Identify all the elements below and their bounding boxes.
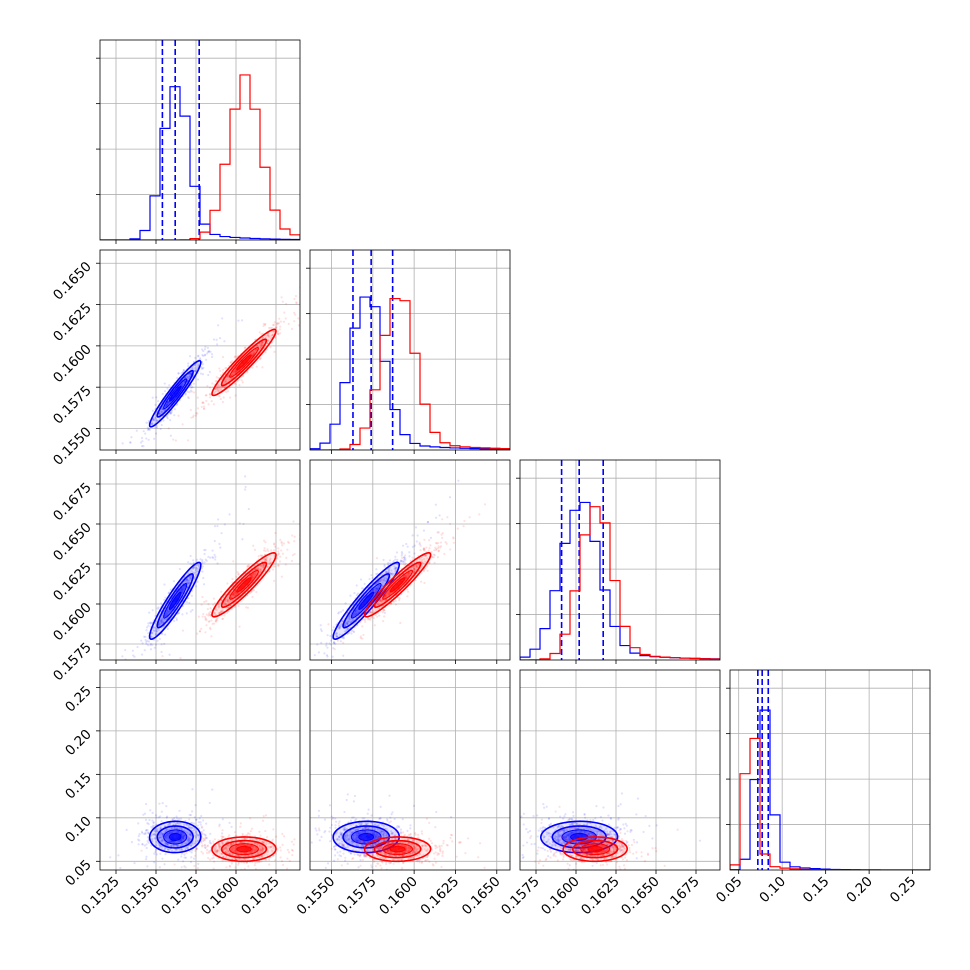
x-tick-label: 0.1550 (294, 874, 339, 919)
y-tick-label: 0.1650 (50, 520, 95, 565)
x-tick-label: 0.1625 (238, 874, 283, 919)
panel-1-0-border (99, 249, 301, 451)
y-tick-label: 0.1575 (50, 640, 95, 685)
contour-series-0-level-3 (168, 591, 182, 610)
panel-3-3-border (729, 669, 931, 871)
y-tick-label: 0.20 (62, 726, 95, 759)
y-tick-label: 0.1625 (50, 300, 95, 345)
x-tick-label: 0.1600 (376, 874, 421, 919)
x-tick-label: 0.1600 (198, 874, 243, 919)
x-tick-label: 0.10 (756, 874, 789, 907)
panel-2-0-background (100, 460, 300, 660)
panel-3-0-border (99, 669, 301, 871)
panel-3-3-background (730, 670, 930, 870)
x-tick-label: 0.25 (887, 874, 920, 907)
y-tick-label: 0.1575 (50, 383, 95, 428)
panel-2-0 (100, 460, 300, 660)
y-tick-label: 0.1550 (50, 424, 95, 469)
panel-3-1-border (309, 669, 511, 871)
x-tick-label: 0.1550 (118, 874, 163, 919)
panel-1-1-border (309, 249, 511, 451)
x-tick-label: 0.1575 (498, 874, 543, 919)
contour-series-1-level-3 (236, 354, 252, 371)
contour-series-0-level-3 (168, 832, 182, 841)
panel-2-1-border (309, 459, 511, 661)
x-tick-label: 0.1650 (618, 874, 663, 919)
panel-1-1 (310, 250, 510, 450)
panel-1-0-background (100, 250, 300, 450)
x-tick-label: 0.1625 (418, 874, 463, 919)
panel-0-0-border (99, 39, 301, 241)
y-tick-label: 0.1625 (50, 560, 95, 605)
x-tick-label: 0.1600 (538, 874, 583, 919)
x-tick-label: 0.1650 (459, 874, 504, 919)
y-tick-label: 0.1600 (50, 600, 95, 645)
x-tick-label: 0.1675 (658, 874, 703, 919)
x-tick-label: 0.05 (713, 874, 746, 907)
y-tick-label: 0.10 (62, 813, 95, 846)
panel-2-2 (520, 460, 720, 660)
x-tick-label: 0.1625 (578, 874, 623, 919)
histogram-series-1 (310, 297, 510, 450)
contour-series-0-level-3 (168, 385, 182, 402)
contour-series-1-level-3 (236, 845, 252, 853)
x-tick-label: 0.1525 (78, 874, 123, 919)
panel-3-2 (520, 670, 720, 870)
histogram-series-1 (100, 74, 300, 240)
panel-3-0 (100, 670, 300, 870)
y-tick-label: 0.15 (62, 770, 95, 803)
contour-series-1-level-3 (389, 577, 406, 593)
y-tick-label: 0.1650 (50, 259, 95, 304)
contour-series-0-level-3 (570, 832, 589, 841)
histogram-series-0 (310, 296, 510, 450)
y-tick-label: 0.1675 (50, 480, 95, 525)
panel-0-0 (100, 40, 300, 240)
contour-series-1-level-3 (389, 845, 406, 853)
contour-series-0-level-3 (358, 832, 375, 841)
x-tick-label: 0.20 (843, 874, 876, 907)
y-tick-label: 0.05 (62, 857, 95, 890)
panel-2-1 (310, 460, 510, 660)
panel-2-2-border (519, 459, 721, 661)
panel-3-2-border (519, 669, 721, 871)
x-tick-label: 0.15 (800, 874, 833, 907)
panel-2-0-border (99, 459, 301, 661)
contour-series-1-level-3 (587, 845, 603, 853)
panel-1-0 (100, 250, 300, 450)
y-tick-label: 0.1600 (50, 341, 95, 386)
panel-3-1 (310, 670, 510, 870)
x-tick-label: 0.1575 (158, 874, 203, 919)
panel-3-2-background (520, 670, 720, 870)
contour-series-1-level-3 (236, 577, 252, 593)
contour-series-0-level-3 (358, 591, 375, 610)
y-tick-label: 0.25 (62, 683, 95, 716)
x-tick-label: 0.1575 (335, 874, 380, 919)
histogram-series-1 (520, 506, 720, 660)
